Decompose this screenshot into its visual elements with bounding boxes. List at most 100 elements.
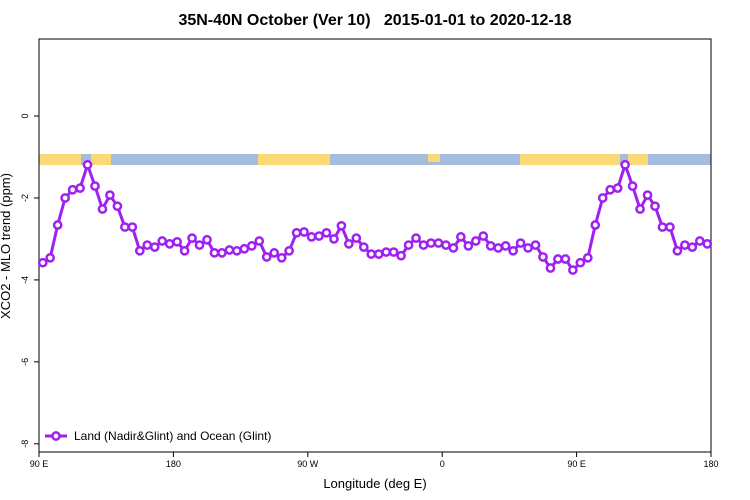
legend-label: Land (Nadir&Glint) and Ocean (Glint) [74,429,271,443]
data-point [523,243,533,253]
x-tick-label: 180 [703,459,718,469]
data-point [373,249,384,259]
data-point [321,227,332,238]
y-tick-label: -4 [20,276,30,284]
land-ocean-strip [39,154,711,165]
data-point [478,231,489,241]
data-point [545,263,556,273]
data-point [142,240,153,250]
data-point [261,252,272,262]
data-point [157,236,168,246]
data-point [597,193,608,203]
y-tick-label: -8 [20,440,30,448]
data-point [702,239,713,249]
data-point [448,243,459,253]
data-point [381,247,392,257]
x-tick-label: 90 E [30,459,49,469]
data-point [433,238,444,248]
data-point [650,201,660,212]
legend: Land (Nadir&Glint) and Ocean (Glint) [45,429,271,443]
data-point [568,265,578,275]
legend-marker [51,431,61,441]
data-point [187,233,197,243]
land-band [39,154,81,165]
data-point [60,193,70,203]
data-point [493,243,504,253]
data-point [605,184,616,195]
data-point [687,242,698,252]
data-point [553,254,563,264]
data-point [67,184,78,195]
data-point [358,242,369,252]
land-band [258,154,330,165]
data-point [276,252,287,263]
data-point [112,201,123,212]
data-point [463,241,474,251]
data-point [582,252,593,263]
data-point [336,220,347,231]
data-point [441,240,451,250]
data-point [485,241,496,251]
data-point [217,248,227,258]
data-point [134,245,145,256]
data-point [97,204,108,214]
data-point [575,257,586,268]
y-axis-label: XCO2 - MLO trend (ppm) [0,173,13,319]
chart-title: 35N-40N October (Ver 10) 2015-01-01 to 2… [178,12,571,29]
data-point [105,190,115,200]
data-point [239,243,250,254]
data-point [291,227,302,238]
x-axis-label: Longitude (deg E) [323,476,426,491]
data-point [366,249,377,259]
data-point [612,183,623,193]
data-point [127,222,138,232]
ocean-band [39,154,711,165]
x-tick-label: 90 W [297,459,319,469]
land-band [428,154,440,162]
data-point [590,220,601,230]
x-tick-label: 0 [440,459,445,469]
data-point [299,227,309,237]
data-point [665,222,675,232]
data-point [403,240,414,250]
data-point [37,257,48,268]
data-point [284,245,294,256]
data-point [172,236,182,247]
data-point [418,240,429,250]
plot-frame [38,38,712,453]
data-point [45,252,56,263]
y-tick-label: 0 [20,114,30,119]
land-band [520,154,620,165]
data-point [344,239,354,249]
series [37,159,713,275]
data-point [52,220,63,230]
data-point [120,222,130,232]
data-point [620,159,630,170]
data-point [149,242,160,252]
data-point [306,232,317,242]
data-point [232,245,242,256]
data-point [209,248,220,258]
x-tick-label: 90 E [567,459,586,469]
data-point [530,240,541,250]
data-point [179,245,190,256]
data-point [164,239,175,249]
data-point [329,234,339,244]
data-point [642,190,653,200]
data-point [269,248,280,258]
data-point [470,236,481,246]
data-point [538,252,548,262]
x-tick-label: 180 [166,459,181,469]
data-point [515,238,526,248]
data-point [694,236,705,246]
data-point [680,240,690,250]
data-point [75,183,85,193]
data-point [224,245,235,255]
data-point [314,231,324,241]
data-point [90,181,100,191]
data-point [508,245,518,256]
data-point [202,234,212,245]
data-point [351,233,362,243]
data-point [627,181,638,191]
